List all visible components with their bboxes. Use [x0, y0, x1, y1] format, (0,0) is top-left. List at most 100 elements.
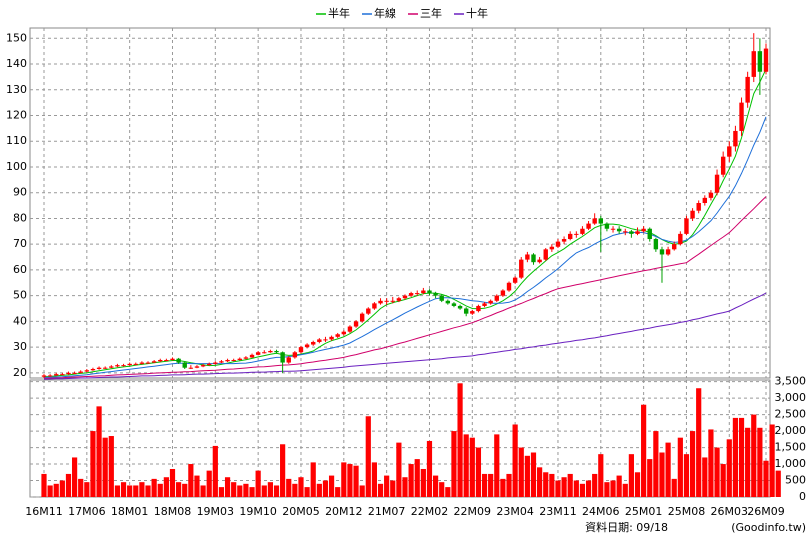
volume-bar [243, 483, 249, 497]
volume-bar [90, 431, 96, 497]
candle-body [274, 350, 279, 353]
volume-bar [255, 470, 261, 497]
candle-body [359, 313, 365, 322]
candle-body [659, 249, 665, 255]
candle-body [176, 358, 181, 363]
source-date: 資料日期: 09/18 [585, 520, 668, 534]
volume-bar [310, 462, 316, 497]
volume-bar [96, 406, 102, 497]
x-tick-label: 23M04 [496, 505, 534, 518]
volume-bar [426, 440, 433, 497]
ma-line [43, 116, 767, 378]
x-tick-label: 19M10 [239, 505, 277, 518]
x-tick-label: 23M11 [539, 505, 577, 518]
volume-bar [377, 483, 384, 497]
candle-body [586, 223, 591, 229]
candle-body [366, 308, 371, 314]
volume-bar [402, 477, 408, 497]
candle-body [243, 357, 249, 359]
volume-bar [653, 431, 659, 497]
candle-body [519, 259, 524, 278]
y-tick-label: 70 [13, 237, 27, 250]
y-tick-label: 30 [13, 340, 27, 353]
candle-body [151, 361, 157, 363]
volume-bar [414, 459, 420, 497]
volume-bar [231, 482, 237, 497]
x-tick-label: 20M05 [282, 505, 320, 518]
volume-bar [280, 444, 286, 497]
y-tick-label: 40 [13, 314, 27, 327]
candle-body [733, 130, 738, 147]
candle-body [341, 331, 347, 335]
y-tick-label: 120 [6, 109, 27, 122]
x-tick-label: 19M03 [197, 505, 235, 518]
y-tick-label: 80 [13, 211, 27, 224]
volume-bar [71, 457, 78, 497]
volume-bar [506, 473, 512, 497]
volume-bar [500, 478, 506, 497]
y2-tick-label: 3,000 [775, 391, 807, 404]
candle-body [512, 277, 518, 283]
candle-body [255, 352, 261, 355]
candle-body [439, 295, 444, 301]
x-tick-label: 22M02 [411, 505, 449, 518]
candle-body [329, 336, 334, 340]
candle-body [598, 218, 603, 224]
candle-body [41, 375, 47, 377]
volume-bar [494, 434, 500, 497]
volume-bar [267, 482, 273, 497]
volume-bar [671, 478, 677, 497]
volume-bar [445, 487, 451, 497]
volume-bar [683, 454, 690, 497]
candle-body [451, 303, 457, 306]
volume-bar [322, 480, 329, 497]
volume-bar [102, 437, 108, 497]
volume-bar [237, 485, 243, 497]
x-tick-label: 17M06 [68, 505, 106, 518]
candle-body [231, 359, 236, 361]
volume-bar [78, 478, 84, 497]
y-tick-label: 100 [6, 160, 27, 173]
volume-bar [316, 483, 322, 497]
volume-bar [127, 485, 133, 497]
volume-bar [384, 475, 390, 497]
volume-bar [139, 482, 145, 497]
y2-tick-label: 500 [785, 474, 806, 487]
candle-body [494, 295, 499, 301]
candle-body [696, 203, 701, 211]
volume-bar [720, 464, 726, 497]
volume-bar [751, 414, 757, 497]
y2-tick-label: 0 [799, 490, 806, 503]
candle-body [219, 361, 224, 363]
candle-body [353, 321, 359, 327]
volume-bar [549, 473, 555, 497]
candle-body [549, 246, 555, 250]
x-tick-label: 21M07 [368, 505, 406, 518]
candle-body [531, 254, 536, 263]
candle-body [90, 368, 96, 371]
volume-bar [371, 462, 378, 497]
candle-body [182, 362, 187, 368]
volume-bar [537, 467, 543, 497]
candle-body [714, 174, 720, 193]
x-tick-label: 18M01 [111, 505, 149, 518]
candle-body [629, 231, 634, 234]
y-tick-label: 20 [13, 366, 27, 379]
volume-bar [365, 416, 371, 497]
candle-body [47, 375, 53, 377]
candle-body [249, 354, 255, 358]
x-tick-label: 18M08 [154, 505, 192, 518]
volume-bar [347, 464, 353, 497]
volume-bar [463, 434, 469, 497]
x-tick-label: 26M09 [747, 505, 785, 518]
volume-bar [469, 437, 475, 497]
candle-body [757, 51, 763, 72]
volume-bar [677, 437, 683, 497]
volume-bar [359, 485, 365, 497]
candle-body [592, 218, 597, 224]
candle-body [537, 259, 542, 263]
candle-body [304, 344, 310, 348]
volume-bar [622, 483, 628, 497]
volume-bar [151, 478, 157, 497]
